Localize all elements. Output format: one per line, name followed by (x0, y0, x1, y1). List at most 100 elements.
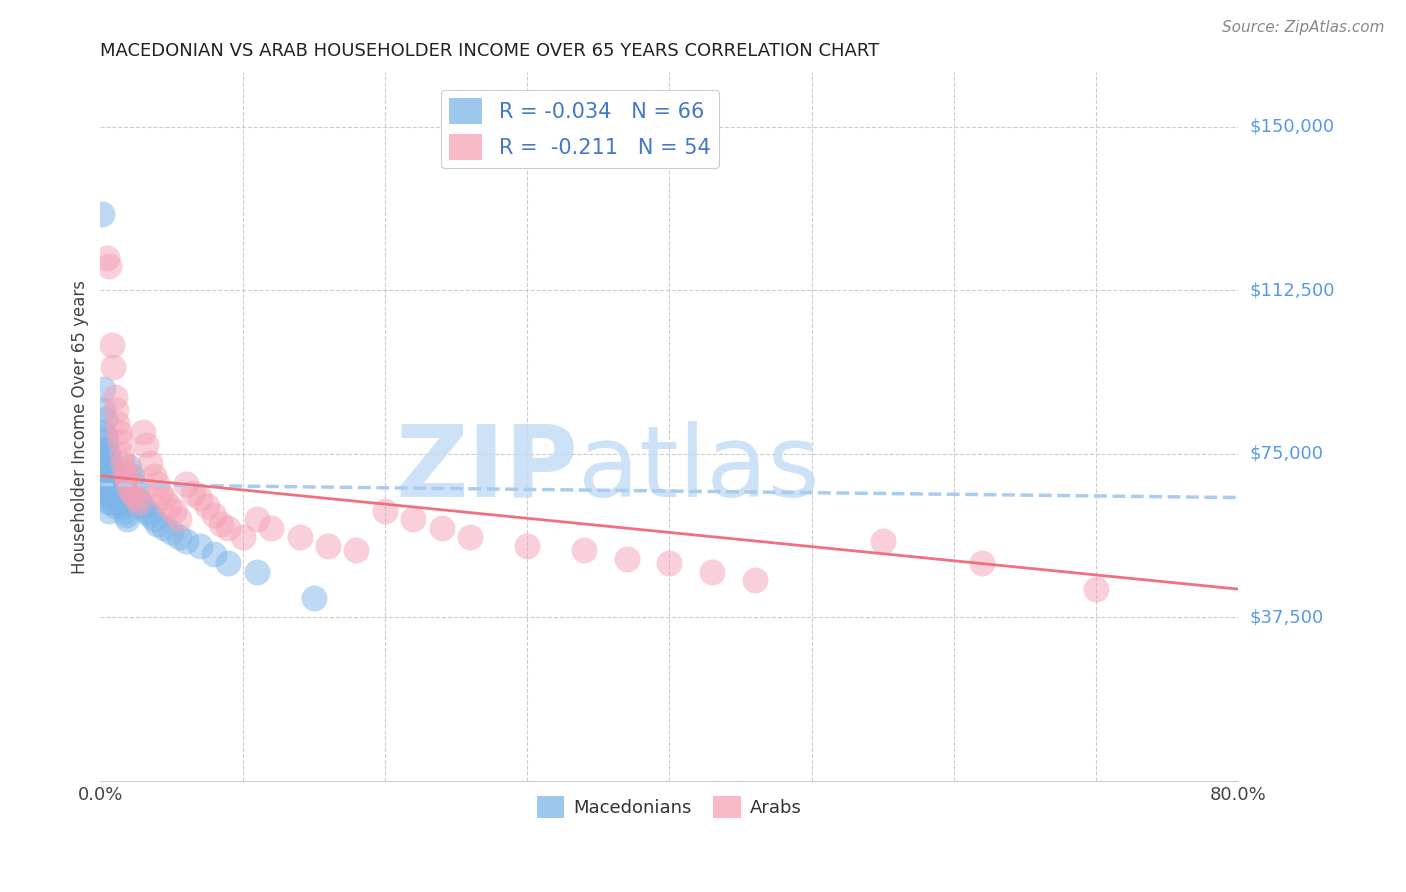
Point (111, 447, 134, 461)
Point (114, 503, 136, 517)
Point (128, 495, 150, 509)
Point (96, 482, 118, 496)
Point (146, 477, 169, 491)
Point (135, 438, 157, 452)
Point (98, 495, 121, 509)
Point (260, 521, 283, 535)
Text: $112,500: $112,500 (1250, 282, 1336, 300)
Point (117, 473, 139, 487)
Point (97, 477, 120, 491)
Point (108, 425, 131, 439)
Point (153, 491, 176, 505)
Point (118, 460, 141, 475)
Text: $75,000: $75,000 (1250, 445, 1323, 463)
Point (202, 547, 225, 561)
Point (103, 390, 125, 404)
Point (167, 530, 190, 544)
Text: Source: ZipAtlas.com: Source: ZipAtlas.com (1222, 20, 1385, 35)
Point (374, 503, 396, 517)
Point (111, 495, 134, 509)
Point (93, 429, 115, 443)
Point (105, 403, 128, 417)
Point (232, 530, 254, 544)
Point (139, 508, 162, 522)
Legend: Macedonians, Arabs: Macedonians, Arabs (530, 789, 808, 825)
Point (107, 482, 129, 496)
Point (872, 534, 894, 549)
Point (132, 500, 155, 514)
Point (143, 468, 166, 483)
Point (97, 464, 120, 478)
Point (127, 486, 149, 500)
Point (107, 495, 129, 509)
Point (112, 500, 135, 514)
Point (217, 521, 239, 535)
Point (316, 539, 339, 553)
Text: $150,000: $150,000 (1250, 118, 1334, 136)
Point (110, 491, 132, 505)
Point (96, 468, 118, 483)
Point (105, 477, 128, 491)
Point (103, 486, 125, 500)
Point (153, 521, 176, 535)
Point (246, 565, 269, 579)
Point (93, 442, 115, 457)
Point (91, 447, 114, 461)
Point (217, 556, 239, 570)
Point (115, 468, 138, 483)
Point (110, 434, 132, 448)
Point (94, 486, 117, 500)
Point (112, 456, 135, 470)
Point (121, 468, 143, 483)
Point (302, 591, 325, 605)
Point (288, 530, 311, 544)
Point (972, 556, 994, 570)
Point (114, 464, 136, 478)
Point (572, 542, 595, 557)
Point (129, 495, 152, 509)
Point (91, 425, 114, 439)
Point (97, 495, 120, 509)
Point (118, 482, 141, 496)
Point (157, 500, 180, 514)
Point (402, 512, 425, 526)
Point (616, 551, 638, 566)
Point (181, 486, 204, 500)
Point (143, 512, 166, 526)
Point (98, 460, 121, 475)
Point (96, 456, 118, 470)
Point (174, 534, 197, 549)
Point (91, 382, 114, 396)
Point (94, 434, 117, 448)
Point (146, 516, 169, 531)
Point (103, 500, 125, 514)
Point (246, 512, 269, 526)
Point (97, 451, 120, 466)
Point (115, 508, 138, 522)
Y-axis label: Householder Income Over 65 years: Householder Income Over 65 years (72, 280, 89, 574)
Point (94, 473, 117, 487)
Point (100, 477, 122, 491)
Point (139, 456, 162, 470)
Point (744, 574, 766, 588)
Point (658, 556, 681, 570)
Point (344, 542, 367, 557)
Point (97, 260, 120, 274)
Text: ZIP: ZIP (395, 421, 578, 517)
Point (125, 491, 148, 505)
Point (209, 516, 232, 531)
Point (93, 460, 115, 475)
Point (516, 539, 538, 553)
Point (94, 460, 117, 475)
Point (1085, 582, 1108, 596)
Point (188, 539, 211, 553)
Point (117, 512, 139, 526)
Point (174, 477, 197, 491)
Text: $37,500: $37,500 (1250, 608, 1324, 626)
Point (108, 486, 131, 500)
Point (202, 508, 225, 522)
Point (149, 486, 172, 500)
Point (96, 442, 118, 457)
Point (188, 491, 211, 505)
Point (132, 425, 155, 439)
